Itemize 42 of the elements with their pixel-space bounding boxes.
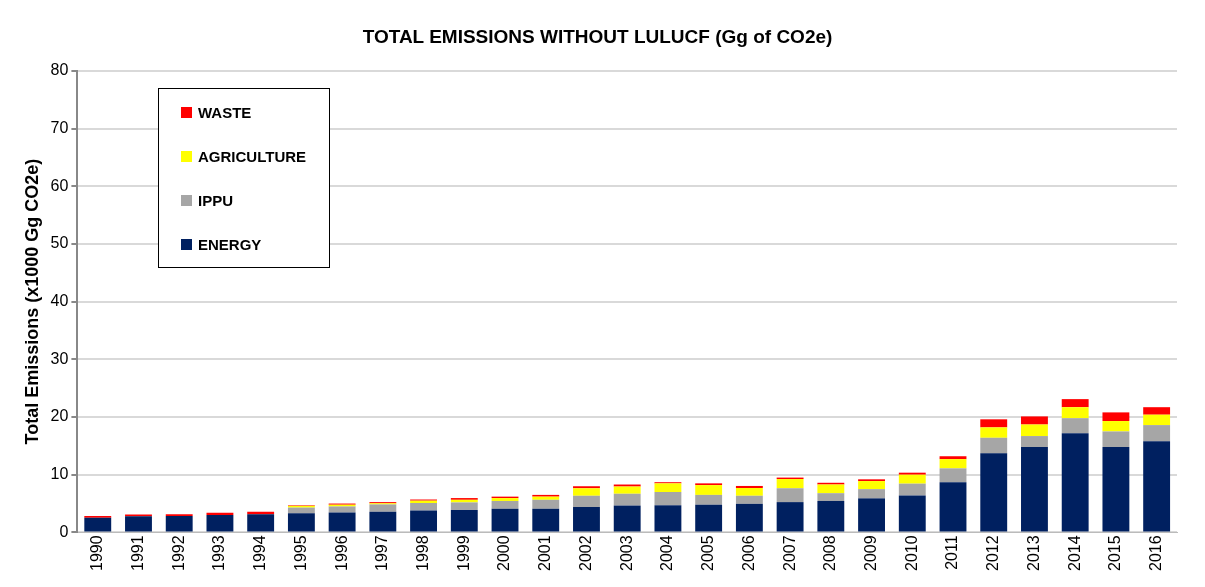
x-tick-label: 2000 <box>495 535 513 571</box>
y-tick-label: 10 <box>50 465 69 483</box>
x-tick-label: 2014 <box>1065 535 1083 571</box>
x-tick-label: 2007 <box>780 535 798 571</box>
x-tick-label: 2004 <box>658 535 676 571</box>
x-tick-label: 1992 <box>169 535 187 571</box>
y-tick-label: 0 <box>59 522 69 540</box>
legend-label: AGRICULTURE <box>198 147 307 165</box>
x-tick-label: 1998 <box>413 535 431 571</box>
x-tick-label: 2002 <box>576 535 594 571</box>
x-tick-label: 1997 <box>373 535 391 571</box>
legend-label: ENERGY <box>198 235 262 253</box>
x-tick-label: 2011 <box>943 535 961 570</box>
x-tick-label: 1990 <box>88 535 106 571</box>
x-tick-label: 1995 <box>291 535 309 571</box>
x-tick-label: 2012 <box>984 535 1002 571</box>
y-tick-label: 80 <box>50 61 69 79</box>
x-tick-label: 2003 <box>617 535 635 571</box>
legend-label: WASTE <box>198 103 252 121</box>
x-tick-label: 1993 <box>210 535 228 571</box>
y-tick-label: 40 <box>50 292 69 310</box>
x-tick-label: 2009 <box>861 535 879 571</box>
y-tick-label: 20 <box>50 407 69 425</box>
x-tick-label: 2006 <box>739 535 757 571</box>
x-tick-label: 1996 <box>332 535 350 571</box>
x-tick-label: 2005 <box>699 535 717 571</box>
x-tick-label: 2013 <box>1024 535 1042 571</box>
x-tick-label: 1994 <box>251 535 269 571</box>
chart-title: TOTAL EMISSIONS WITHOUT LULUCF (Gg of CO2e) <box>362 25 833 47</box>
x-tick-label: 2001 <box>536 535 554 571</box>
x-tick-label: 2016 <box>1147 535 1165 571</box>
x-tick-label: 2010 <box>902 535 920 571</box>
y-tick-label: 60 <box>50 176 69 194</box>
x-tick-label: 2008 <box>821 535 839 571</box>
y-tick-label: 50 <box>50 234 69 252</box>
y-tick-label: 70 <box>50 118 69 136</box>
x-tick-label: 1991 <box>128 535 146 571</box>
y-tick-label: 30 <box>50 349 69 367</box>
x-tick-label: 1999 <box>454 535 472 571</box>
x-tick-label: 2015 <box>1106 535 1124 571</box>
legend-label: IPPU <box>198 191 234 209</box>
y-axis-title: Total Emissions (x1000 Gg CO2e) <box>21 158 42 445</box>
